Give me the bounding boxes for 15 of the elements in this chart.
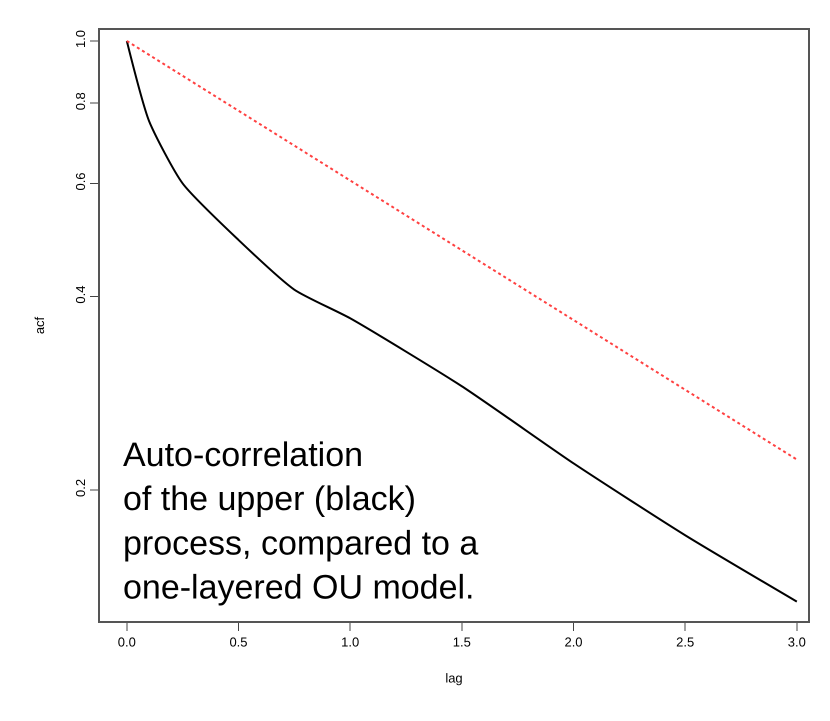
x-tick-label: 2.0	[564, 634, 583, 650]
x-tick-label: 0.0	[118, 634, 136, 650]
x-tick-label: 3.0	[788, 634, 806, 650]
y-tick-label: 0.8	[72, 92, 88, 110]
x-tick-label: 0.5	[229, 634, 248, 650]
x-axis-title: lag	[445, 670, 463, 686]
x-tick-label: 2.5	[676, 634, 694, 650]
y-tick-label: 0.6	[72, 172, 88, 191]
y-axis-title: acf	[32, 316, 48, 334]
annotation: Auto-correlation of the upper (black) process, compared to a one-layered OU model.	[123, 436, 478, 607]
x-tick-label: 1.5	[452, 634, 471, 650]
y-tick-label: 0.2	[72, 478, 88, 497]
y-tick-label: 0.4	[72, 286, 88, 304]
x-tick-label: 1.0	[341, 634, 360, 650]
y-tick-label: 1.0	[72, 30, 88, 48]
